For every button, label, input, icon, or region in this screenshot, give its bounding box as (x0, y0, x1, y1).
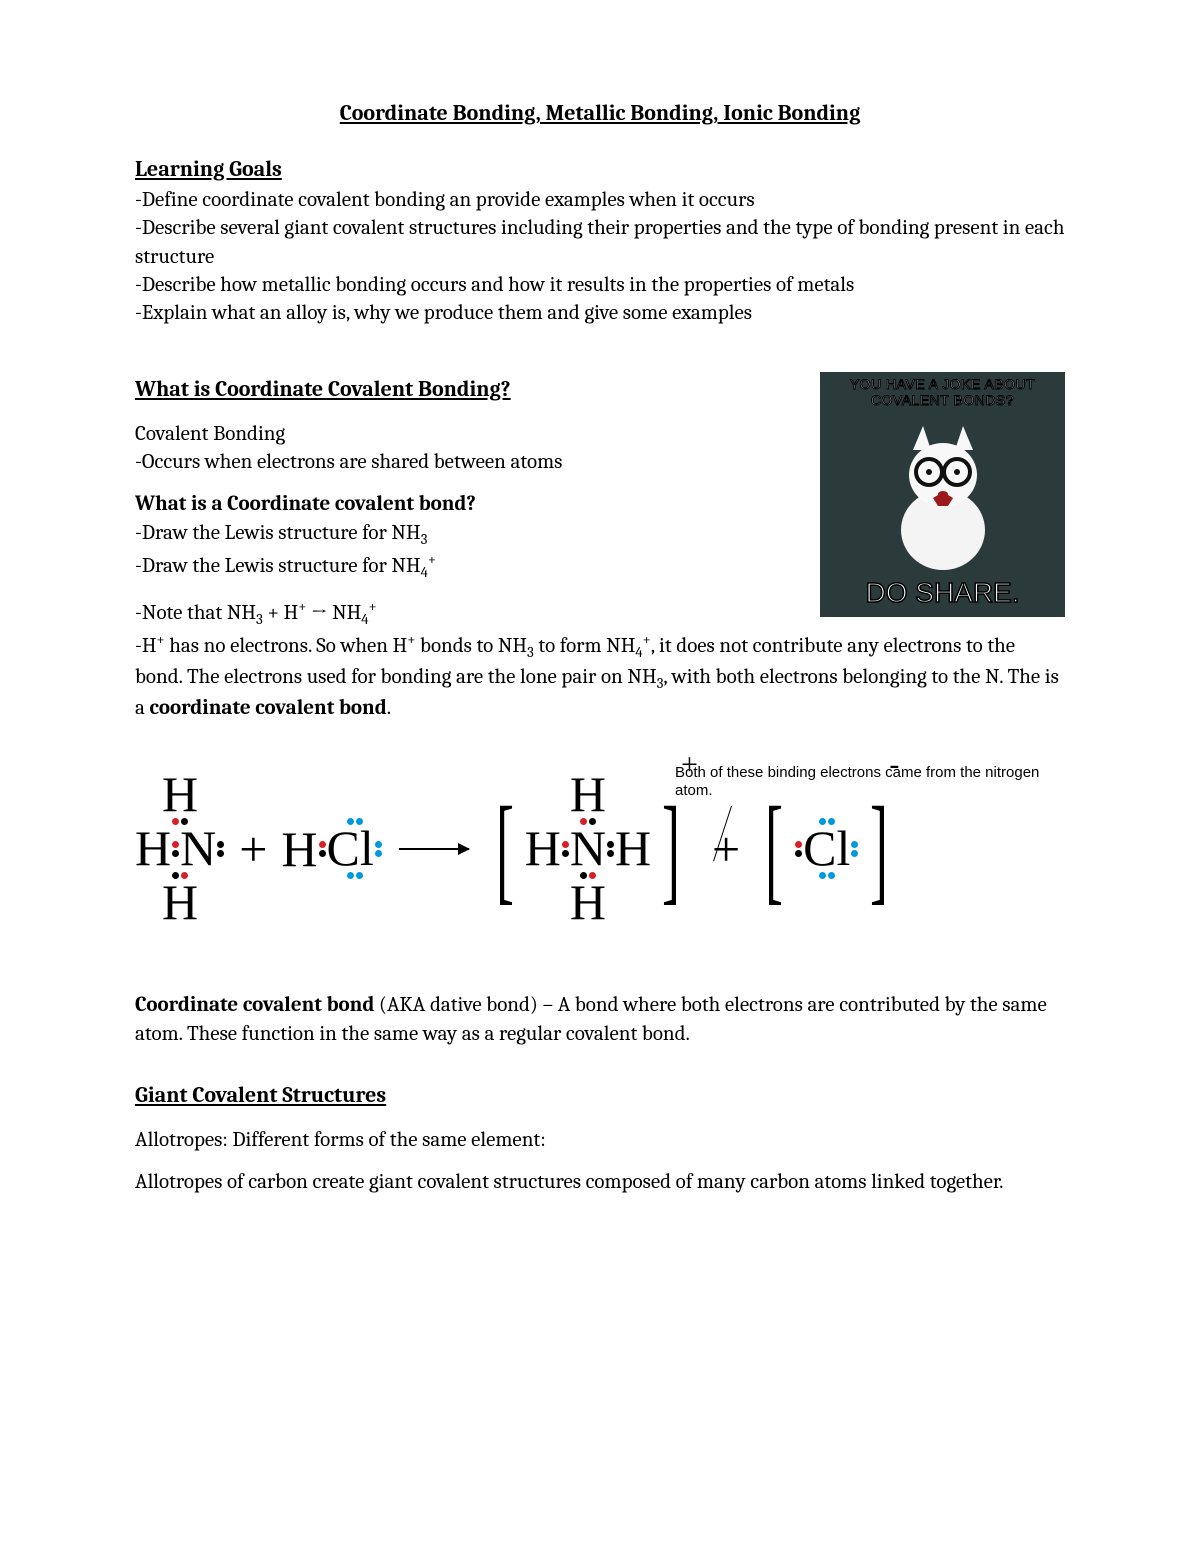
atom-h: H (570, 772, 606, 817)
cl-anion-structure: Cl (794, 817, 859, 880)
nh4-structure: H H N H H (525, 772, 651, 925)
right-bracket: ] (662, 801, 680, 897)
learning-goal-item: -Describe how metallic bonding occurs an… (135, 271, 1065, 299)
meme-top-caption: YOU HAVE A JOKE ABOUT COVALENT BONDS? (820, 376, 1065, 408)
text-fragment: -H (135, 634, 157, 658)
learning-goal-item: -Explain what an alloy is, why we produc… (135, 299, 1065, 327)
atom-h: H (281, 820, 317, 878)
subscript: 3 (421, 531, 428, 548)
document-title: Coordinate Bonding, Metallic Bonding, Io… (135, 100, 1065, 126)
definition-paragraph: Coordinate covalent bond (AKA dative bon… (135, 991, 1065, 1048)
reaction-arrow-icon (399, 848, 469, 850)
learning-goal-item: -Describe several giant covalent structu… (135, 214, 1065, 271)
text-fragment: bonds to NH (415, 634, 527, 658)
left-bracket: [ (496, 801, 514, 897)
right-bracket: ] (870, 801, 888, 897)
atom-h: H (135, 826, 171, 871)
explanation-paragraph: -H+ has no electrons. So when H+ bonds t… (135, 630, 1065, 722)
text-fragment: -Draw the Lewis structure for NH (135, 521, 421, 545)
lewis-structure-diagram: Both of these binding electrons came fro… (135, 772, 1065, 925)
atom-h: H (162, 772, 198, 817)
plus-sign: + (239, 820, 267, 878)
chemistry-cat-icon (883, 420, 1003, 570)
learning-goals-heading: Learning Goals (135, 156, 1065, 182)
text-fragment: + H (263, 601, 299, 625)
nh3-structure: H H N H (135, 772, 225, 925)
left-bracket: [ (765, 801, 783, 897)
definition-term: Coordinate covalent bond (135, 993, 374, 1017)
body-line: Allotropes: Different forms of the same … (135, 1126, 1065, 1154)
superscript: + (428, 551, 436, 568)
text-fragment: → NH (306, 601, 361, 625)
atom-cl: Cl (803, 826, 850, 871)
text-fragment: -Draw the Lewis structure for NH (135, 554, 421, 578)
atom-h: H (615, 826, 651, 871)
section-heading: Giant Covalent Structures (135, 1082, 1065, 1108)
bold-term: coordinate covalent bond (150, 696, 387, 720)
atom-n: N (180, 826, 216, 871)
text-fragment: -Note that NH (135, 601, 256, 625)
subscript: 4 (421, 564, 428, 581)
atom-n: N (570, 826, 606, 871)
meme-image: YOU HAVE A JOKE ABOUT COVALENT BONDS? DO… (820, 372, 1065, 617)
hcl-structure: H Cl (281, 817, 382, 880)
body-line: Allotropes of carbon create giant covale… (135, 1168, 1065, 1196)
atom-h: H (570, 880, 606, 925)
document-page: Coordinate Bonding, Metallic Bonding, Io… (0, 0, 1200, 1553)
learning-goal-item: -Define coordinate covalent bonding an p… (135, 186, 1065, 214)
text-fragment: . (387, 696, 391, 720)
meme-bottom-caption: DO SHARE. (820, 577, 1065, 609)
atom-cl: Cl (327, 826, 374, 871)
atom-h: H (525, 826, 561, 871)
atom-h: H (162, 880, 198, 925)
text-fragment: has no electrons. So when H (165, 634, 408, 658)
text-fragment: to form NH (534, 634, 636, 658)
